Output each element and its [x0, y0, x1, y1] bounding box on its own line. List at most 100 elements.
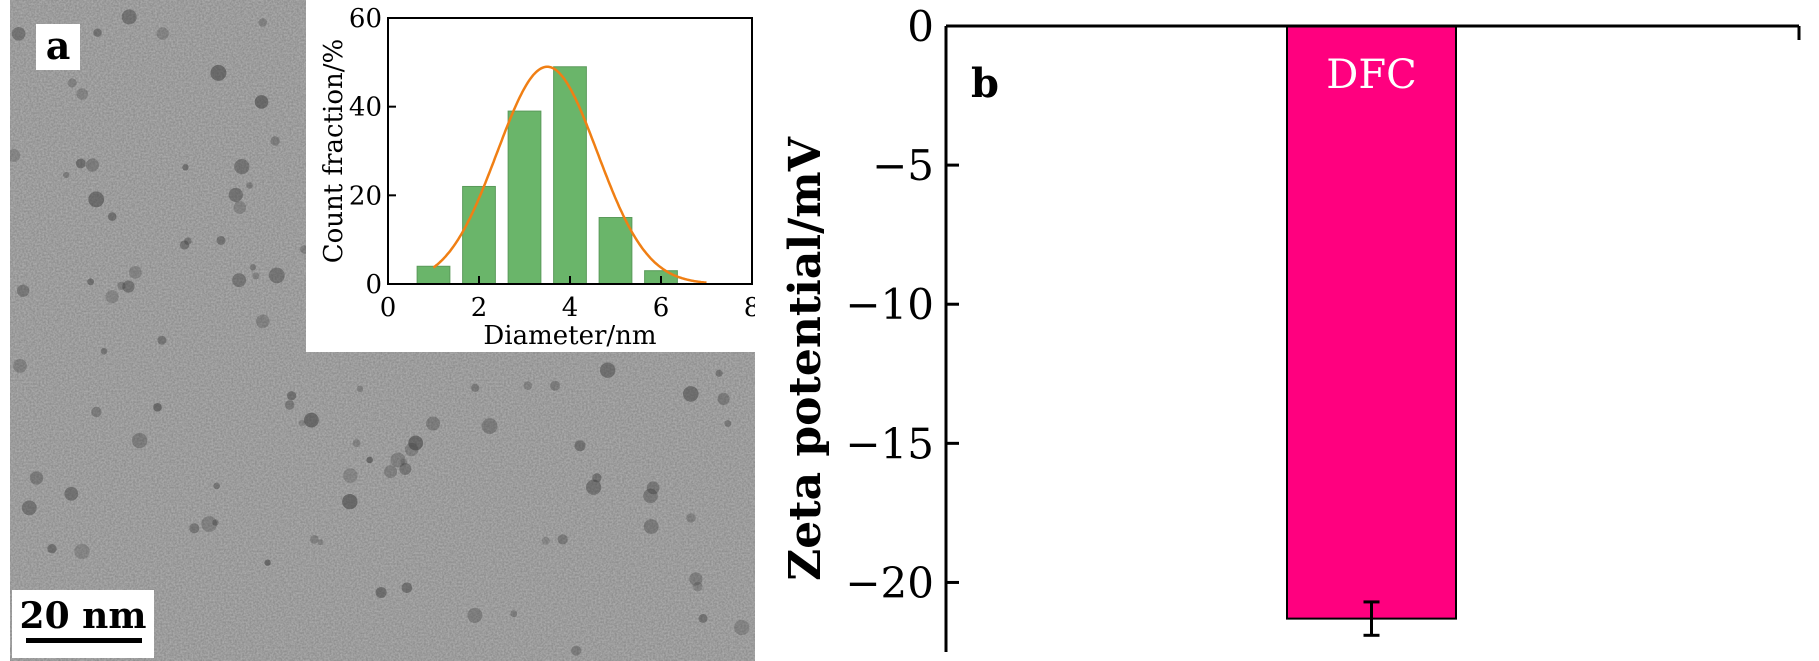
tem-particle	[390, 452, 406, 468]
tem-image-panel: a 20 nm 0 2 4 6 8 0 20 40 60 Diameter/nm Count fra…	[10, 0, 755, 661]
tem-particle	[212, 519, 219, 526]
y-tick-label: 40	[349, 93, 382, 123]
tem-particle	[400, 458, 408, 466]
tem-particle	[356, 385, 364, 392]
scale-bar-label: 20 nm	[20, 595, 147, 637]
y-tick-label: −10	[845, 280, 934, 329]
tem-particle	[91, 406, 102, 418]
tem-particle	[210, 64, 227, 81]
tem-particle	[87, 278, 94, 286]
inset-histogram: 0 2 4 6 8 0 20 40 60 Diameter/nm Count fraction/%	[319, 4, 755, 351]
y-tick-label: 60	[349, 4, 382, 34]
tem-particle	[352, 439, 361, 448]
tem-particle	[74, 543, 90, 559]
tem-particle	[268, 267, 285, 284]
tem-particle	[76, 88, 88, 100]
tem-particle	[121, 9, 137, 25]
panel-a-label: a	[46, 23, 71, 68]
tem-particle	[189, 523, 200, 534]
histogram-bar	[462, 185, 496, 285]
tem-particle	[270, 136, 280, 146]
tem-particle	[467, 607, 483, 623]
tem-particle	[481, 418, 498, 434]
tem-particle	[643, 519, 659, 534]
x-tick-label: 0	[380, 293, 397, 323]
tem-particle	[11, 27, 26, 41]
tem-particle	[156, 27, 169, 40]
tem-particle	[100, 347, 108, 355]
tem-particle	[129, 266, 142, 279]
tem-particle	[408, 435, 424, 451]
x-tick-label: 2	[471, 293, 488, 323]
bar-category-label: DFC	[1326, 52, 1416, 98]
tem-particle	[571, 645, 582, 656]
tem-particle	[471, 383, 480, 392]
tem-particle	[284, 400, 295, 410]
tem-particle	[541, 536, 550, 545]
tem-particle	[13, 359, 27, 373]
tem-particle	[213, 482, 220, 490]
tem-particle	[574, 440, 586, 452]
tem-particle	[287, 391, 297, 401]
tem-particle	[510, 610, 518, 618]
tem-particle	[343, 468, 358, 483]
panel-a-label-box	[36, 24, 80, 70]
tem-particle	[715, 369, 723, 377]
tem-particle	[256, 314, 270, 329]
histogram-bar	[416, 265, 451, 285]
panel-b: 0 −5 −10 −15 −20 DFC Zeta potential/mV b	[780, 0, 1819, 661]
tem-particle	[683, 386, 699, 402]
tem-particle	[686, 513, 696, 523]
panel-a: a 20 nm 0 2 4 6 8 0 20 40 60 Diameter/nm Count fra…	[10, 0, 755, 661]
tem-particle	[375, 587, 387, 598]
tem-particle	[643, 488, 658, 504]
gaussian-fit-curve	[432, 65, 707, 284]
tem-particle	[85, 158, 99, 172]
tem-particle	[232, 273, 247, 288]
tem-particle	[586, 479, 602, 495]
tem-particles	[10, 9, 750, 656]
tem-particle	[523, 381, 532, 390]
tem-particle	[264, 559, 271, 566]
tem-particle	[117, 281, 126, 290]
tem-particle	[426, 416, 440, 431]
tem-particle	[16, 284, 30, 297]
tem-particle	[67, 78, 77, 88]
tem-particle	[298, 419, 306, 427]
y-axis-label: Count fraction/%	[319, 39, 349, 264]
y-tick-label: −20	[845, 558, 934, 607]
tem-particle	[258, 18, 267, 27]
tem-particle	[107, 212, 117, 221]
tem-particle	[63, 171, 70, 179]
tem-particle	[182, 164, 189, 171]
histogram-bar	[507, 110, 542, 285]
tem-particle	[10, 149, 21, 162]
tem-particle	[29, 471, 44, 485]
tem-particle	[88, 191, 105, 208]
tem-particle	[75, 158, 86, 169]
tem-particle	[184, 237, 192, 245]
tem-particle	[646, 481, 660, 495]
y-tick-label: 0	[907, 2, 934, 51]
scale-bar-box	[12, 590, 154, 658]
tem-particle	[131, 432, 148, 449]
tem-particle	[64, 486, 79, 501]
tem-particle	[252, 272, 260, 280]
tem-particle	[21, 500, 37, 516]
histogram-bar	[598, 217, 633, 285]
zeta-chart: 0 −5 −10 −15 −20 DFC Zeta potential/mV b	[780, 2, 1801, 652]
x-tick-label: 8	[744, 293, 755, 323]
tem-particle	[550, 380, 560, 391]
tem-particle	[557, 534, 568, 545]
tem-particle	[592, 473, 602, 483]
tem-particle	[698, 614, 708, 623]
tem-particle	[122, 280, 135, 293]
tem-particle	[234, 159, 250, 175]
tem-particle	[717, 392, 730, 405]
panel-b-label: b	[971, 60, 999, 107]
tem-particle	[153, 403, 162, 412]
x-axis-label: Diameter/nm	[483, 321, 656, 351]
tem-particle	[366, 456, 374, 464]
tem-particle	[157, 335, 167, 345]
tem-particle	[179, 240, 190, 250]
